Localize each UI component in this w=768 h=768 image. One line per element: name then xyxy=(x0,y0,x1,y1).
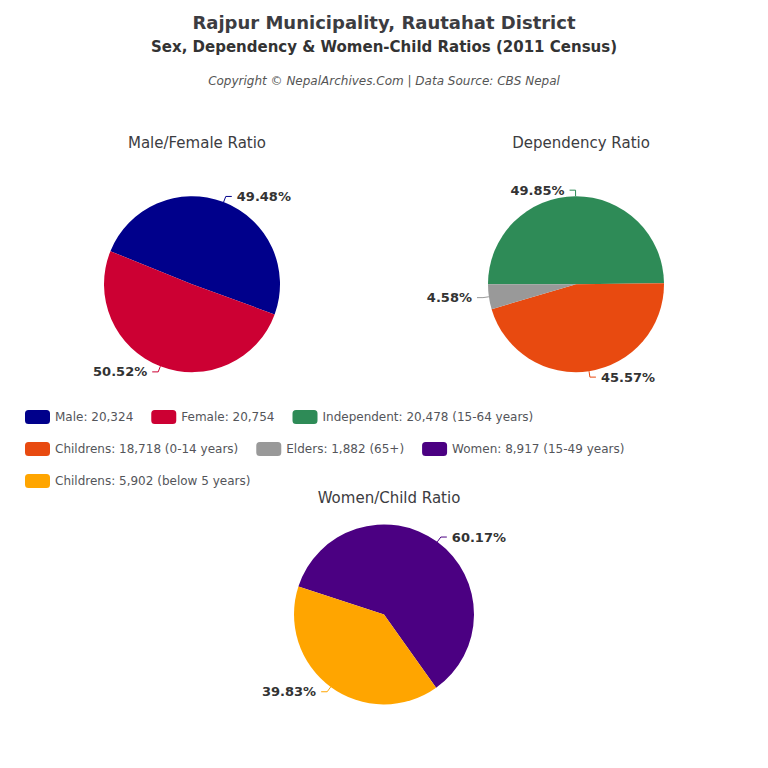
svg-text:Women/Child Ratio: Women/Child Ratio xyxy=(318,489,461,507)
svg-text:Rajpur Municipality, Rautahat: Rajpur Municipality, Rautahat District xyxy=(192,12,576,33)
svg-text:39.83%: 39.83% xyxy=(262,684,316,699)
svg-text:Sex, Dependency & Women-Child: Sex, Dependency & Women-Child Ratios (20… xyxy=(151,38,617,56)
svg-text:Women: 8,917 (15-49 years): Women: 8,917 (15-49 years) xyxy=(452,442,624,456)
svg-text:Dependency Ratio: Dependency Ratio xyxy=(512,134,650,152)
svg-text:Elders: 1,882 (65+): Elders: 1,882 (65+) xyxy=(286,442,404,456)
svg-text:60.17%: 60.17% xyxy=(452,530,506,545)
svg-text:45.57%: 45.57% xyxy=(601,370,655,385)
svg-text:Childrens: 5,902 (below 5 year: Childrens: 5,902 (below 5 years) xyxy=(55,474,250,488)
svg-text:49.48%: 49.48% xyxy=(237,189,291,204)
svg-text:49.85%: 49.85% xyxy=(510,183,564,198)
svg-text:Copyright © NepalArchives.Com: Copyright © NepalArchives.Com | Data Sou… xyxy=(208,74,560,88)
svg-text:Male/Female Ratio: Male/Female Ratio xyxy=(128,134,266,152)
svg-text:4.58%: 4.58% xyxy=(427,290,472,305)
svg-text:Independent: 20,478 (15-64 yea: Independent: 20,478 (15-64 years) xyxy=(323,410,534,424)
svg-text:Male: 20,324: Male: 20,324 xyxy=(55,410,133,424)
svg-text:50.52%: 50.52% xyxy=(93,364,147,379)
svg-text:Female: 20,754: Female: 20,754 xyxy=(181,410,274,424)
svg-text:Childrens: 18,718 (0-14 years): Childrens: 18,718 (0-14 years) xyxy=(55,442,238,456)
